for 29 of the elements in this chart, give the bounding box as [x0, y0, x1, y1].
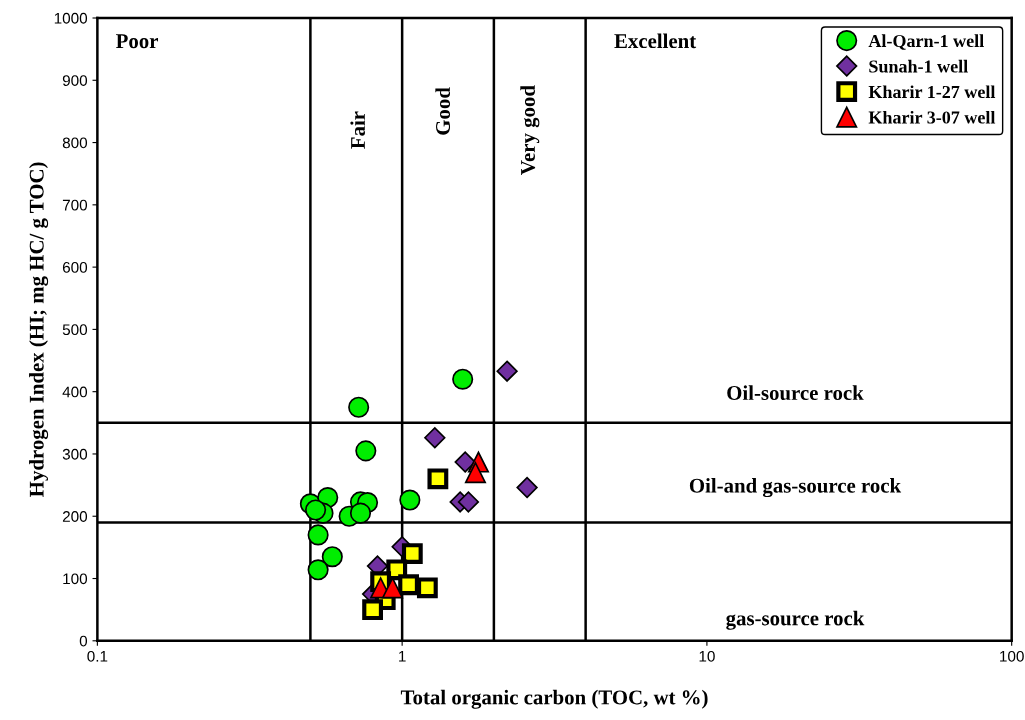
annotation: gas-source rock — [726, 610, 865, 630]
y-tick-label: 700 — [62, 199, 88, 211]
annotation: Oil-and gas-source rock — [689, 478, 902, 498]
legend-label: Kharir 1-27 well — [868, 85, 996, 99]
y-tick-label: 400 — [62, 386, 88, 398]
x-tick-label: 1 — [399, 651, 406, 662]
annotation: Good — [435, 87, 451, 135]
annotation: Oil-source rock — [727, 385, 864, 401]
annotation: Poor — [116, 34, 159, 49]
y-tick-label: 900 — [62, 75, 88, 86]
x-tick-label: 10 — [699, 650, 715, 662]
annotation: Very good — [520, 85, 540, 175]
x-tick-label: 0.1 — [87, 650, 108, 662]
legend-label: Sunah-1 well — [869, 59, 968, 73]
y-tick-label: 100 — [63, 573, 88, 585]
y-tick-label: 600 — [62, 261, 88, 273]
y-tick-label: 800 — [62, 137, 88, 149]
y-tick-label: 500 — [62, 324, 88, 336]
x-axis-title: Total organic carbon (TOC, wt %) — [400, 689, 708, 709]
legend-label: Kharir 3-07 well — [868, 110, 996, 124]
y-axis-title: Hydrogen Index (HI; mg HC/ g TOC) — [29, 162, 49, 497]
annotation: Excellent — [614, 33, 697, 49]
y-tick-label: 200 — [62, 511, 88, 522]
x-tick-label: 100 — [1000, 650, 1024, 662]
annotation: Fair — [350, 111, 365, 149]
legend-label: Al-Qarn-1 well — [868, 34, 984, 50]
y-tick-label: 1000 — [54, 12, 88, 24]
y-tick-label: 0 — [79, 635, 88, 647]
y-tick-label: 300 — [62, 448, 88, 460]
